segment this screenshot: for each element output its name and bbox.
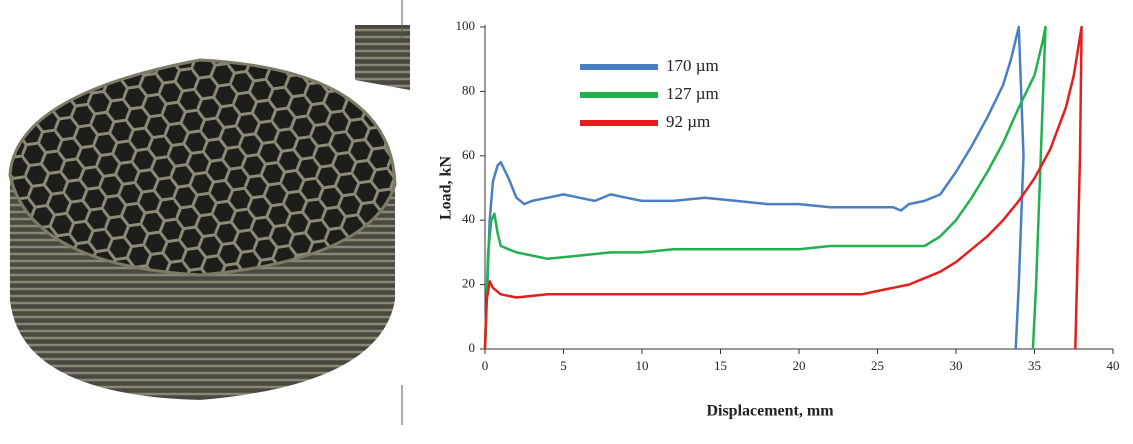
x-tick-label: 5 <box>560 358 567 373</box>
x-tick-label: 10 <box>636 358 649 373</box>
page: {"chart_data": {"type": "line", "xlabel"… <box>0 0 1133 444</box>
x-tick-label: 25 <box>871 358 884 373</box>
data-line <box>485 27 1024 349</box>
y-tick-label: 20 <box>462 276 475 291</box>
x-tick-label: 20 <box>793 358 806 373</box>
x-tick-label: 30 <box>950 358 963 373</box>
legend-label: 92 µm <box>666 112 710 131</box>
legend-label: 170 µm <box>666 56 719 75</box>
data-line <box>485 27 1082 349</box>
y-tick-label: 40 <box>462 211 475 226</box>
y-tick-label: 80 <box>462 82 475 97</box>
x-tick-label: 0 <box>482 358 489 373</box>
y-tick-label: 0 <box>469 340 476 355</box>
figure: Displacement, mm Load, kN 0 20 40 60 80 100 0 5… <box>0 0 1133 444</box>
x-tick-label: 35 <box>1028 358 1041 373</box>
legend-label: 127 µm <box>666 84 719 103</box>
y-tick-label: 100 <box>456 18 476 33</box>
photo <box>10 25 410 400</box>
photo-sample-top <box>10 60 395 275</box>
x-tick-label: 15 <box>714 358 727 373</box>
data-line <box>485 27 1046 349</box>
y-axis-title: Load, kN <box>438 156 455 220</box>
x-axis-title: Displacement, mm <box>706 403 834 420</box>
x-tick-label: 40 <box>1107 358 1120 373</box>
y-tick-label: 60 <box>462 147 475 162</box>
